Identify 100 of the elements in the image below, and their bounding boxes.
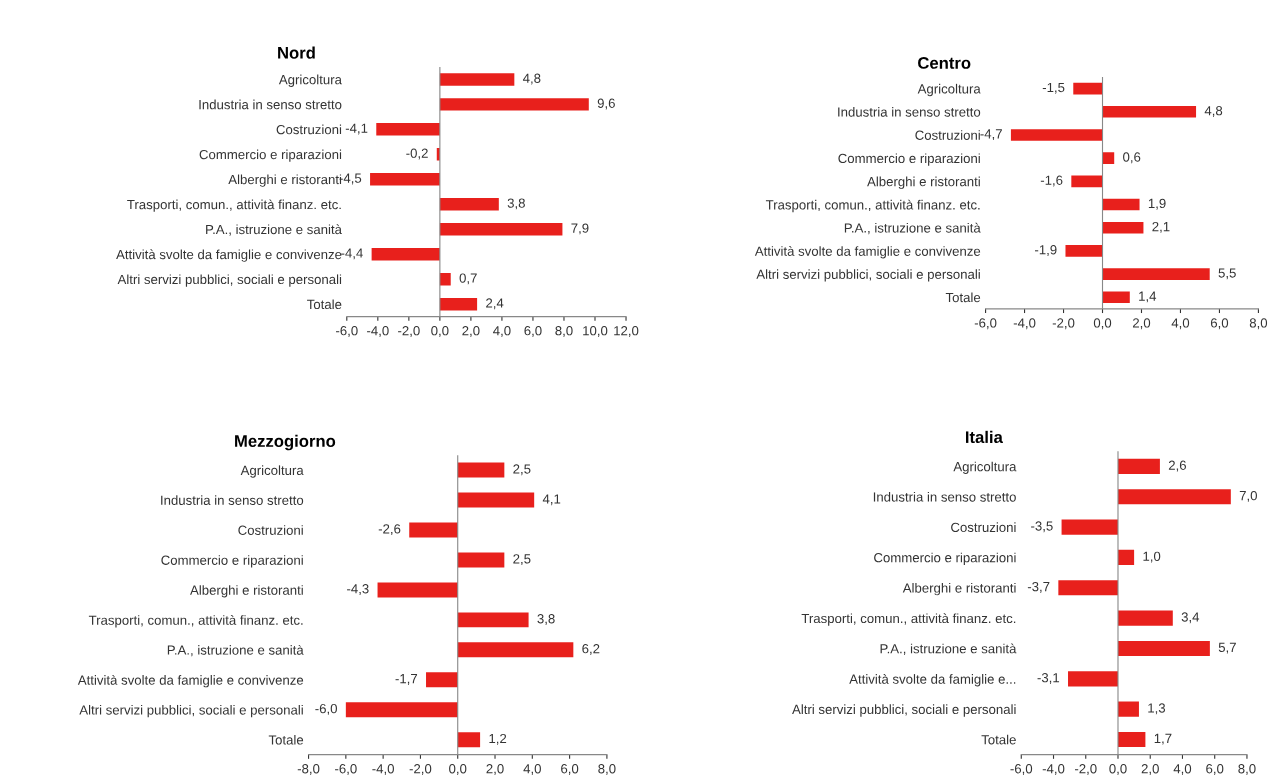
bar xyxy=(457,612,529,628)
y-tick-label: Costruzioni xyxy=(276,124,342,135)
y-tick-label: Agricoltura xyxy=(278,74,342,87)
y-tick-label: Alberghi e ristoranti xyxy=(902,583,1016,596)
data-label: 9,6 xyxy=(597,98,615,110)
y-tick-label: Totale xyxy=(307,299,342,310)
chart-title: Nord xyxy=(278,46,315,59)
bar xyxy=(1061,519,1118,535)
y-tick-label: Commercio e riparazioni xyxy=(838,153,980,166)
x-tick-label: -4,0 xyxy=(1042,764,1065,775)
y-tick-label: Costruzioni xyxy=(238,525,303,535)
bar xyxy=(345,702,458,718)
x-tick-label: 8,0 xyxy=(598,764,616,775)
y-tick-label: Commercio e riparazioni xyxy=(161,555,303,568)
x-tick-label: 4,0 xyxy=(1171,318,1190,330)
bar xyxy=(457,462,505,478)
y-tick-label: Alberghi e ristoranti xyxy=(867,176,980,189)
data-label: 0,6 xyxy=(1123,152,1141,164)
data-label: -1,7 xyxy=(395,674,418,685)
y-tick-label: P.A., istruzione e sanità xyxy=(206,224,342,236)
y-tick-label: Industria in senso stretto xyxy=(199,99,342,110)
data-label: 4,8 xyxy=(522,73,541,85)
chart-title: Mezzogiorno xyxy=(235,434,336,451)
bar xyxy=(1117,458,1160,474)
x-tick-label: 4,0 xyxy=(493,326,511,337)
data-label: 1,7 xyxy=(1154,733,1172,745)
bar xyxy=(371,247,440,261)
y-tick-label: Agricoltura xyxy=(953,461,1017,474)
x-tick-label: -2,0 xyxy=(398,326,420,337)
data-label: 3,8 xyxy=(537,614,555,625)
y-tick-label: Trasporti, comun., attività finanz. etc. xyxy=(88,615,303,628)
data-label: -4,7 xyxy=(980,129,1002,141)
x-tick-label: 8,0 xyxy=(1249,318,1268,330)
data-label: 2,5 xyxy=(513,554,531,566)
x-tick-label: -2,0 xyxy=(409,764,432,775)
data-label: 1,4 xyxy=(1139,291,1157,303)
data-label: 1,0 xyxy=(1143,551,1161,563)
bar xyxy=(457,552,505,568)
bar xyxy=(439,297,478,311)
bar xyxy=(1102,198,1140,211)
x-tick-label: -4,0 xyxy=(1013,318,1036,330)
y-tick-label: Industria in senso stretto xyxy=(873,491,1016,502)
data-label: 1,9 xyxy=(1148,198,1166,210)
x-tick-label: 0,0 xyxy=(449,764,467,775)
bar xyxy=(1102,106,1197,118)
x-tick-label: 0,0 xyxy=(431,326,449,337)
x-tick-label: -8,0 xyxy=(297,764,320,775)
y-tick-label: Trasporti, comun., attività finanz. etc. xyxy=(765,199,980,213)
data-label: 2,5 xyxy=(513,464,531,476)
data-label: -3,7 xyxy=(1027,581,1050,593)
y-tick-label: P.A., istruzione e sanità xyxy=(880,643,1017,655)
data-label: -0,2 xyxy=(406,148,428,160)
bar xyxy=(457,732,481,748)
y-tick-label: Alberghi e ristoranti xyxy=(190,585,303,598)
y-tick-label: Attività svolte da famiglie e convivenze xyxy=(77,674,304,688)
y-tick-label: Industria in senso stretto xyxy=(838,107,981,117)
y-tick-label: Totale xyxy=(945,292,981,303)
x-tick-label: 2,0 xyxy=(462,326,480,337)
bar xyxy=(1117,701,1139,717)
x-tick-label: 2,0 xyxy=(1141,764,1159,775)
x-tick-label: -2,0 xyxy=(1074,764,1097,775)
y-tick-label: Trasporti, comun., attività finanz. etc. xyxy=(801,613,1016,626)
bar xyxy=(370,173,440,186)
data-label: -4,4 xyxy=(341,248,363,260)
x-tick-label: 0,0 xyxy=(1109,764,1127,775)
y-tick-label: Trasporti, comun., attività finanz. etc. xyxy=(127,199,341,212)
y-tick-label: Attività svolte da famiglie e convivenze xyxy=(754,246,981,259)
data-label: 4,8 xyxy=(1204,106,1223,117)
x-tick-label: 8,0 xyxy=(555,326,573,337)
data-label: -4,5 xyxy=(339,173,362,185)
data-label: 5,5 xyxy=(1218,268,1236,280)
y-tick-label: P.A., istruzione e sanità xyxy=(844,222,981,235)
x-tick-label: -6,0 xyxy=(974,318,997,330)
data-label: 0,7 xyxy=(459,273,477,285)
bar xyxy=(1102,291,1130,304)
data-label: 2,6 xyxy=(1168,460,1186,472)
x-tick-label: 2,0 xyxy=(1132,318,1151,330)
bar xyxy=(1058,580,1118,596)
data-label: -6,0 xyxy=(315,703,337,715)
y-tick-label: Commercio e riparazioni xyxy=(874,552,1016,565)
data-label: 7,0 xyxy=(1239,490,1257,502)
y-tick-label: Agricoltura xyxy=(917,83,981,97)
bar xyxy=(457,642,574,658)
bar xyxy=(1102,268,1210,280)
chart-title: Centro xyxy=(918,57,971,69)
data-label: 4,1 xyxy=(542,494,561,506)
x-tick-label: 8,0 xyxy=(1238,764,1256,775)
x-tick-label: 10,0 xyxy=(583,326,608,337)
bar xyxy=(1117,549,1135,566)
bar xyxy=(1117,610,1173,626)
data-label: 7,9 xyxy=(571,223,589,235)
x-tick-label: 4,0 xyxy=(1173,764,1192,775)
data-label: -4,3 xyxy=(347,584,369,596)
y-tick-label: Altri servizi pubblici, sociali e personali xyxy=(792,704,1016,717)
x-tick-label: -6,0 xyxy=(336,326,358,337)
bar xyxy=(457,492,535,508)
bar xyxy=(1073,82,1103,95)
data-label: -4,1 xyxy=(345,123,368,135)
data-label: 5,7 xyxy=(1218,642,1236,654)
x-tick-label: 6,0 xyxy=(1210,318,1229,330)
